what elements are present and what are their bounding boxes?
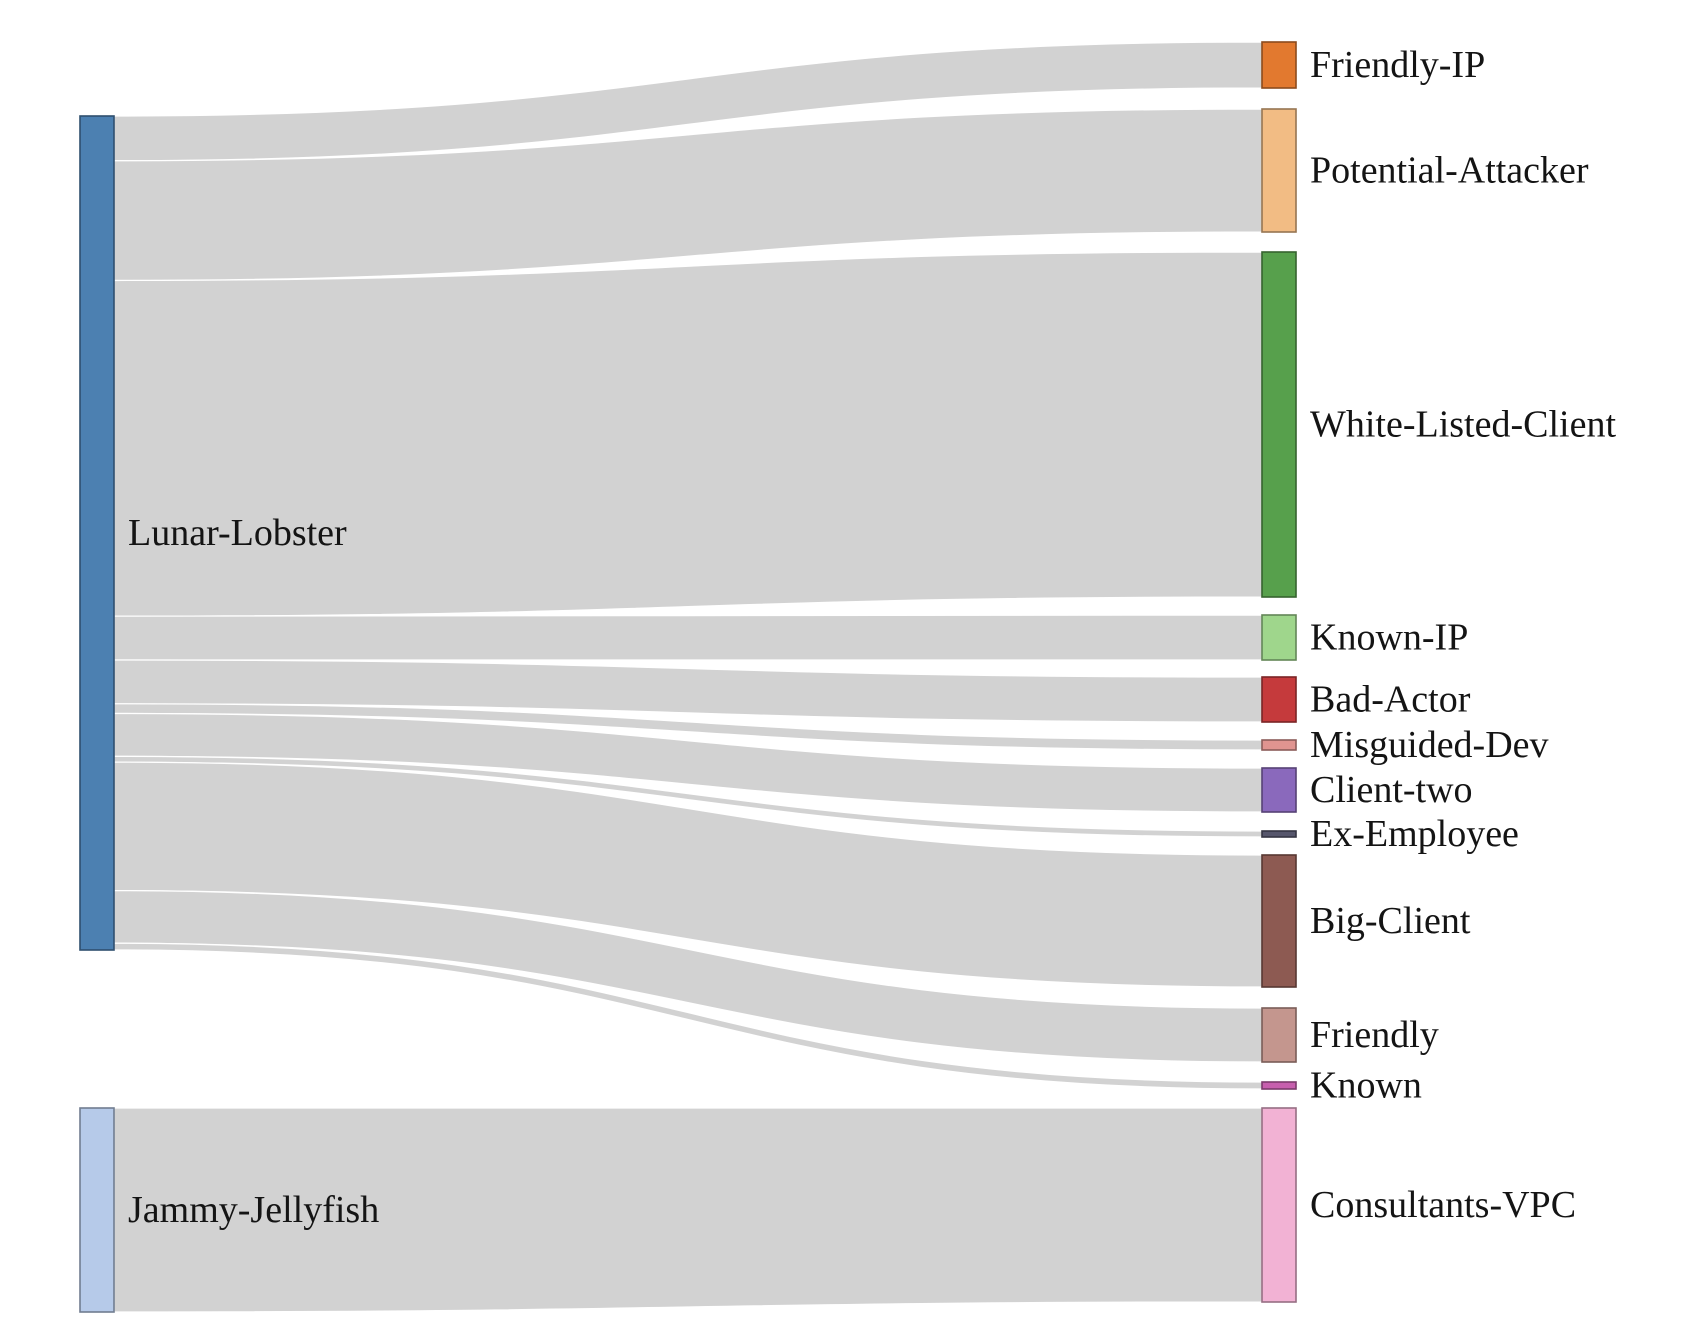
label-white-listed-client: White-Listed-Client	[1310, 404, 1616, 446]
node-client-two[interactable]	[1261, 767, 1297, 813]
node-ex-employee[interactable]	[1261, 830, 1297, 838]
flow-lunar-lobster-to-known-ip	[113, 614, 1263, 661]
label-ex-employee: Ex-Employee	[1310, 813, 1519, 855]
node-known[interactable]	[1261, 1081, 1297, 1090]
node-misguided-dev[interactable]	[1261, 739, 1297, 751]
node-consultants-vpc[interactable]	[1261, 1107, 1297, 1303]
label-bad-actor: Bad-Actor	[1310, 679, 1471, 721]
node-potential-attacker[interactable]	[1261, 108, 1297, 233]
node-big-client[interactable]	[1261, 854, 1297, 988]
label-friendly-ip: Friendly-IP	[1310, 44, 1485, 86]
label-misguided-dev: Misguided-Dev	[1310, 724, 1549, 766]
label-lunar-lobster: Lunar-Lobster	[128, 512, 347, 554]
flow-jammy-jellyfish-to-consultants-vpc	[113, 1107, 1263, 1313]
flow-lunar-lobster-to-white-listed-client	[113, 251, 1263, 617]
label-big-client: Big-Client	[1310, 900, 1471, 942]
node-jammy-jellyfish[interactable]	[79, 1107, 115, 1313]
node-bad-actor[interactable]	[1261, 676, 1297, 723]
label-potential-attacker: Potential-Attacker	[1310, 150, 1589, 192]
label-friendly: Friendly	[1310, 1014, 1439, 1056]
label-known: Known	[1310, 1065, 1422, 1107]
label-consultants-vpc: Consultants-VPC	[1310, 1184, 1576, 1226]
label-known-ip: Known-IP	[1310, 617, 1468, 659]
label-client-two: Client-two	[1310, 769, 1473, 811]
node-white-listed-client[interactable]	[1261, 251, 1297, 598]
label-jammy-jellyfish: Jammy-Jellyfish	[128, 1189, 379, 1231]
node-friendly-ip[interactable]	[1261, 41, 1297, 89]
node-known-ip[interactable]	[1261, 614, 1297, 661]
node-friendly[interactable]	[1261, 1007, 1297, 1063]
node-lunar-lobster[interactable]	[79, 115, 115, 951]
